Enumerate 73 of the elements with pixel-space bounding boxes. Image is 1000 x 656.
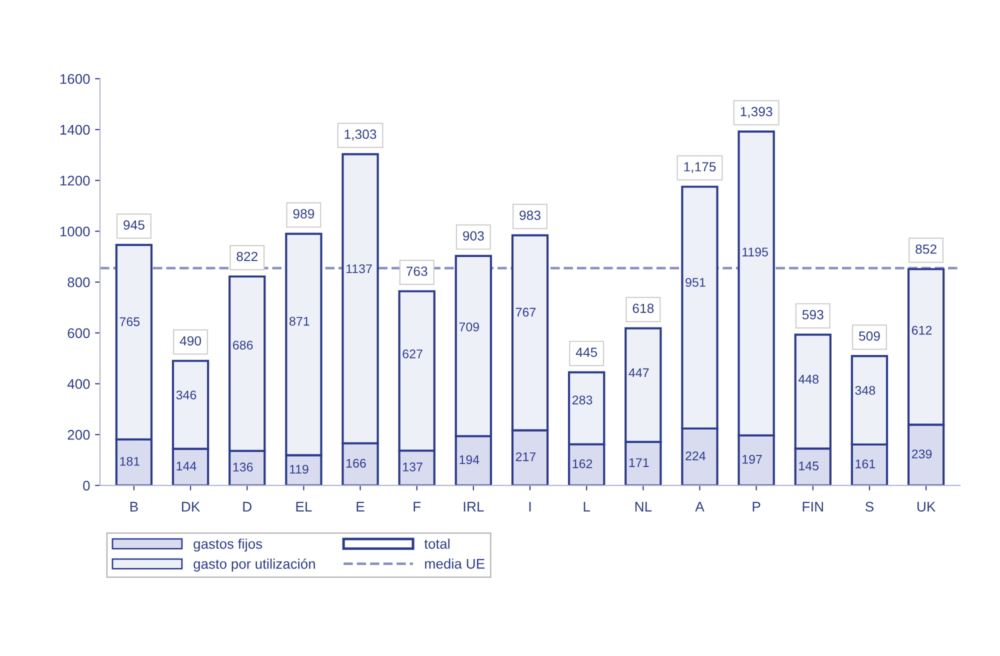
data-label: 1137	[346, 264, 372, 274]
legend-label: gastos fijos	[194, 538, 262, 552]
total-label: 822	[236, 252, 258, 262]
data-label: 194	[460, 455, 480, 464]
data-label: 181	[120, 456, 140, 466]
x-tick-label: P	[752, 502, 760, 512]
y-tick-label: 800	[68, 277, 90, 288]
y-tick-label: 0	[83, 480, 90, 491]
y-tick-label: 1400	[60, 124, 90, 135]
total-label: 509	[858, 331, 880, 341]
data-label: 217	[516, 452, 536, 462]
legend-label: media UE	[425, 558, 485, 569]
data-label: 346	[176, 390, 196, 400]
data-label: 348	[855, 386, 876, 395]
data-label: 612	[912, 326, 932, 335]
x-tick-label: F	[414, 502, 421, 512]
x-tick-label: D	[243, 502, 252, 512]
total-label: 852	[916, 244, 936, 254]
data-label: 224	[686, 451, 706, 460]
data-label: 686	[233, 340, 253, 350]
total-label: 1,303	[344, 130, 376, 140]
data-label: 627	[402, 349, 422, 358]
data-label: 447	[628, 368, 649, 378]
y-tick-label: 1600	[60, 74, 90, 84]
total-label: 445	[576, 348, 598, 358]
x-tick-label: I	[529, 502, 531, 512]
data-label: 767	[516, 308, 536, 317]
data-label: 161	[856, 459, 876, 468]
x-tick-label: L	[584, 502, 590, 512]
data-label: 136	[233, 462, 253, 472]
total-label: 618	[632, 304, 654, 314]
y-tick-label: 1000	[60, 226, 90, 236]
x-tick-label: NL	[635, 502, 652, 512]
x-tick-label: IRL	[464, 502, 484, 512]
data-label: 765	[120, 317, 140, 326]
data-label: 197	[742, 454, 762, 464]
y-tick-label: 600	[68, 328, 90, 338]
data-label: 145	[799, 462, 819, 470]
data-label: 448	[798, 374, 818, 384]
data-label: 171	[629, 458, 649, 467]
total-label: 490	[180, 336, 202, 346]
data-label: 119	[290, 464, 308, 474]
data-label: 144	[176, 462, 196, 470]
data-label: 951	[686, 278, 706, 287]
total-label: 989	[293, 209, 314, 218]
x-tick-label: UK	[917, 502, 936, 512]
data-label: 137	[403, 462, 422, 472]
data-label: 709	[459, 322, 479, 332]
data-label: 239	[912, 450, 932, 458]
x-tick-label: DK	[182, 502, 200, 512]
total-label: 1,393	[740, 106, 772, 118]
data-label: 871	[290, 316, 310, 326]
x-tick-label: FIN	[802, 502, 823, 512]
x-tick-label: A	[695, 502, 704, 512]
text: total	[424, 538, 450, 549]
legend-label: gasto por utilización	[194, 558, 315, 572]
total-label: 945	[124, 220, 144, 230]
total-label: 593	[802, 310, 824, 320]
total-label: 983	[520, 210, 540, 220]
x-tick-label: S	[865, 502, 874, 512]
y-tick-label: 400	[67, 379, 90, 389]
total-label: 903	[463, 231, 484, 241]
data-label: 162	[572, 459, 592, 468]
y-tick-label: 200	[68, 430, 90, 440]
y-tick-label: 1200	[60, 176, 90, 186]
total-label: 763	[406, 266, 428, 276]
x-tick-label: E	[356, 502, 364, 512]
data-label: 1195	[742, 248, 768, 256]
data-label: 166	[346, 458, 366, 468]
x-tick-label: B	[130, 502, 138, 512]
data-label: 283	[572, 396, 592, 404]
total-label: 1,175	[684, 162, 716, 173]
x-tick-label: EL	[296, 502, 312, 512]
